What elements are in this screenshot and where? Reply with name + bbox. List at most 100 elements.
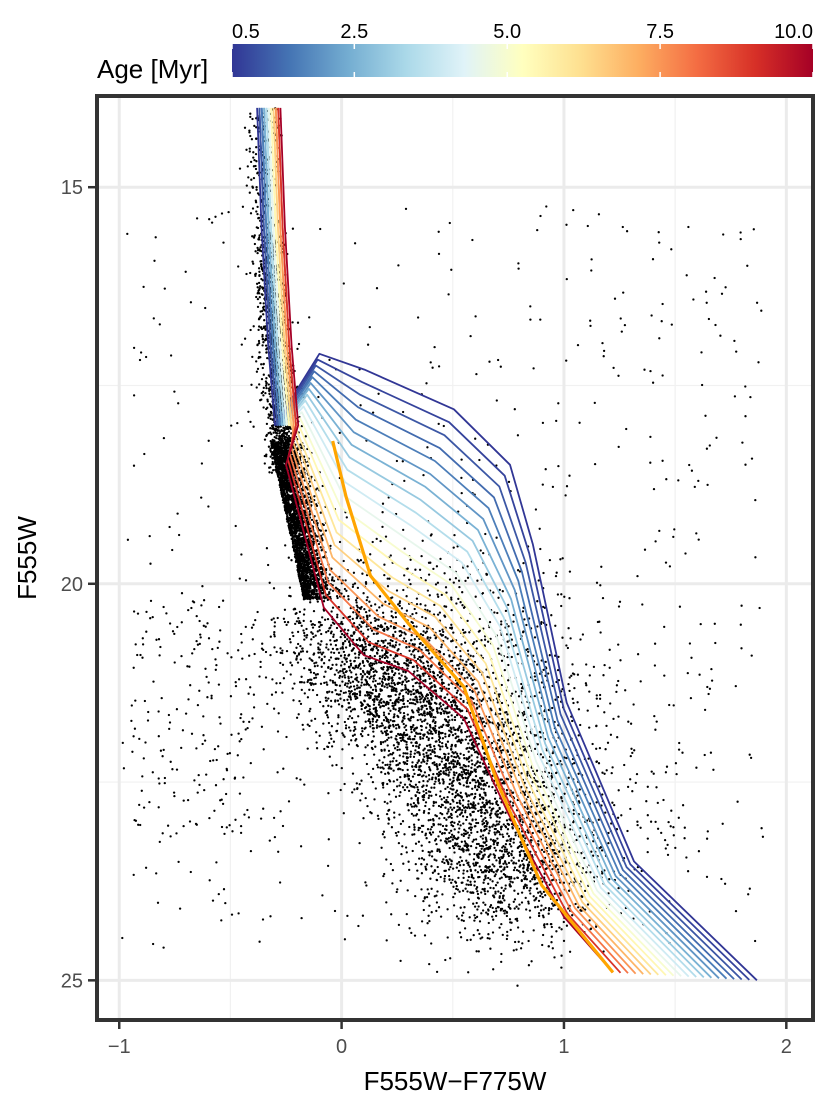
star-point [282, 489, 286, 493]
star-point [322, 722, 325, 725]
star-point [530, 839, 533, 842]
star-point [264, 391, 267, 395]
star-point [551, 706, 554, 710]
star-point [270, 412, 273, 415]
star-point [293, 509, 297, 512]
star-point [288, 443, 291, 446]
star-point [409, 755, 412, 758]
star-point [256, 205, 259, 209]
star-point [303, 527, 307, 530]
star-point [252, 156, 255, 159]
star-point [275, 434, 278, 437]
star-point [256, 171, 259, 174]
star-point [272, 427, 275, 430]
star-point [266, 400, 269, 403]
star-point [462, 863, 465, 867]
star-point [241, 205, 245, 208]
star-point [296, 661, 300, 664]
star-point [429, 753, 432, 756]
star-point [291, 542, 295, 545]
star-point [368, 614, 371, 617]
star-point [283, 453, 287, 456]
star-point [246, 165, 249, 168]
star-point [314, 682, 317, 686]
star-point [412, 755, 416, 759]
star-point [456, 823, 460, 826]
star-point [331, 606, 335, 609]
star-point [438, 817, 441, 820]
star-point [389, 760, 392, 763]
star-point [295, 545, 298, 548]
star-point [521, 942, 524, 945]
colorbar-tick-label: 5.0 [493, 21, 521, 43]
star-point [429, 818, 432, 822]
star-point [315, 585, 318, 588]
star-point [373, 654, 376, 658]
star-point [513, 866, 517, 869]
star-point [489, 816, 492, 819]
star-point [295, 531, 298, 534]
star-point [249, 160, 253, 164]
star-point [502, 835, 505, 839]
star-point [390, 913, 393, 916]
star-point [473, 884, 476, 887]
star-point [366, 659, 369, 662]
colorbar-title: Age [Myr] [97, 54, 208, 84]
star-point [297, 571, 300, 574]
star-point [504, 811, 507, 814]
star-point [467, 800, 470, 803]
star-point [489, 878, 492, 881]
star-point [299, 533, 302, 536]
star-point [255, 360, 258, 363]
star-point [426, 697, 429, 700]
star-point [321, 570, 324, 574]
star-point [510, 853, 513, 857]
star-point [415, 625, 418, 628]
star-point [378, 759, 381, 762]
star-point [456, 862, 459, 865]
star-point [296, 565, 299, 569]
star-point [290, 534, 293, 537]
star-point [380, 722, 384, 725]
star-point [415, 597, 419, 600]
star-point [383, 756, 386, 759]
star-point [315, 598, 319, 601]
star-point [300, 500, 303, 503]
star-point [537, 840, 540, 843]
star-point [271, 678, 274, 681]
star-point [361, 572, 364, 575]
star-point [302, 569, 305, 573]
star-point [265, 351, 268, 354]
star-point [410, 812, 414, 816]
star-point [245, 272, 248, 276]
star-point [305, 583, 309, 586]
star-point [412, 768, 415, 772]
star-point [561, 843, 564, 846]
star-point [421, 849, 424, 853]
star-point [265, 434, 268, 438]
star-point [297, 519, 300, 522]
star-point [494, 791, 498, 795]
star-point [249, 420, 252, 424]
star-point [341, 660, 344, 664]
star-point [283, 500, 286, 503]
star-point [280, 474, 283, 477]
star-point [496, 841, 500, 845]
star-point [473, 919, 476, 922]
star-point [265, 386, 268, 390]
star-point [253, 158, 256, 162]
star-point [467, 658, 470, 661]
star-point [353, 652, 357, 655]
star-point [416, 657, 420, 661]
star-point [301, 543, 304, 546]
star-point [328, 741, 331, 745]
star-point [539, 909, 543, 912]
star-point [422, 661, 425, 665]
star-point [285, 735, 288, 739]
star-point [303, 583, 306, 586]
star-point [281, 459, 285, 463]
star-point [394, 795, 398, 798]
star-point [475, 846, 478, 849]
star-point [285, 487, 289, 490]
